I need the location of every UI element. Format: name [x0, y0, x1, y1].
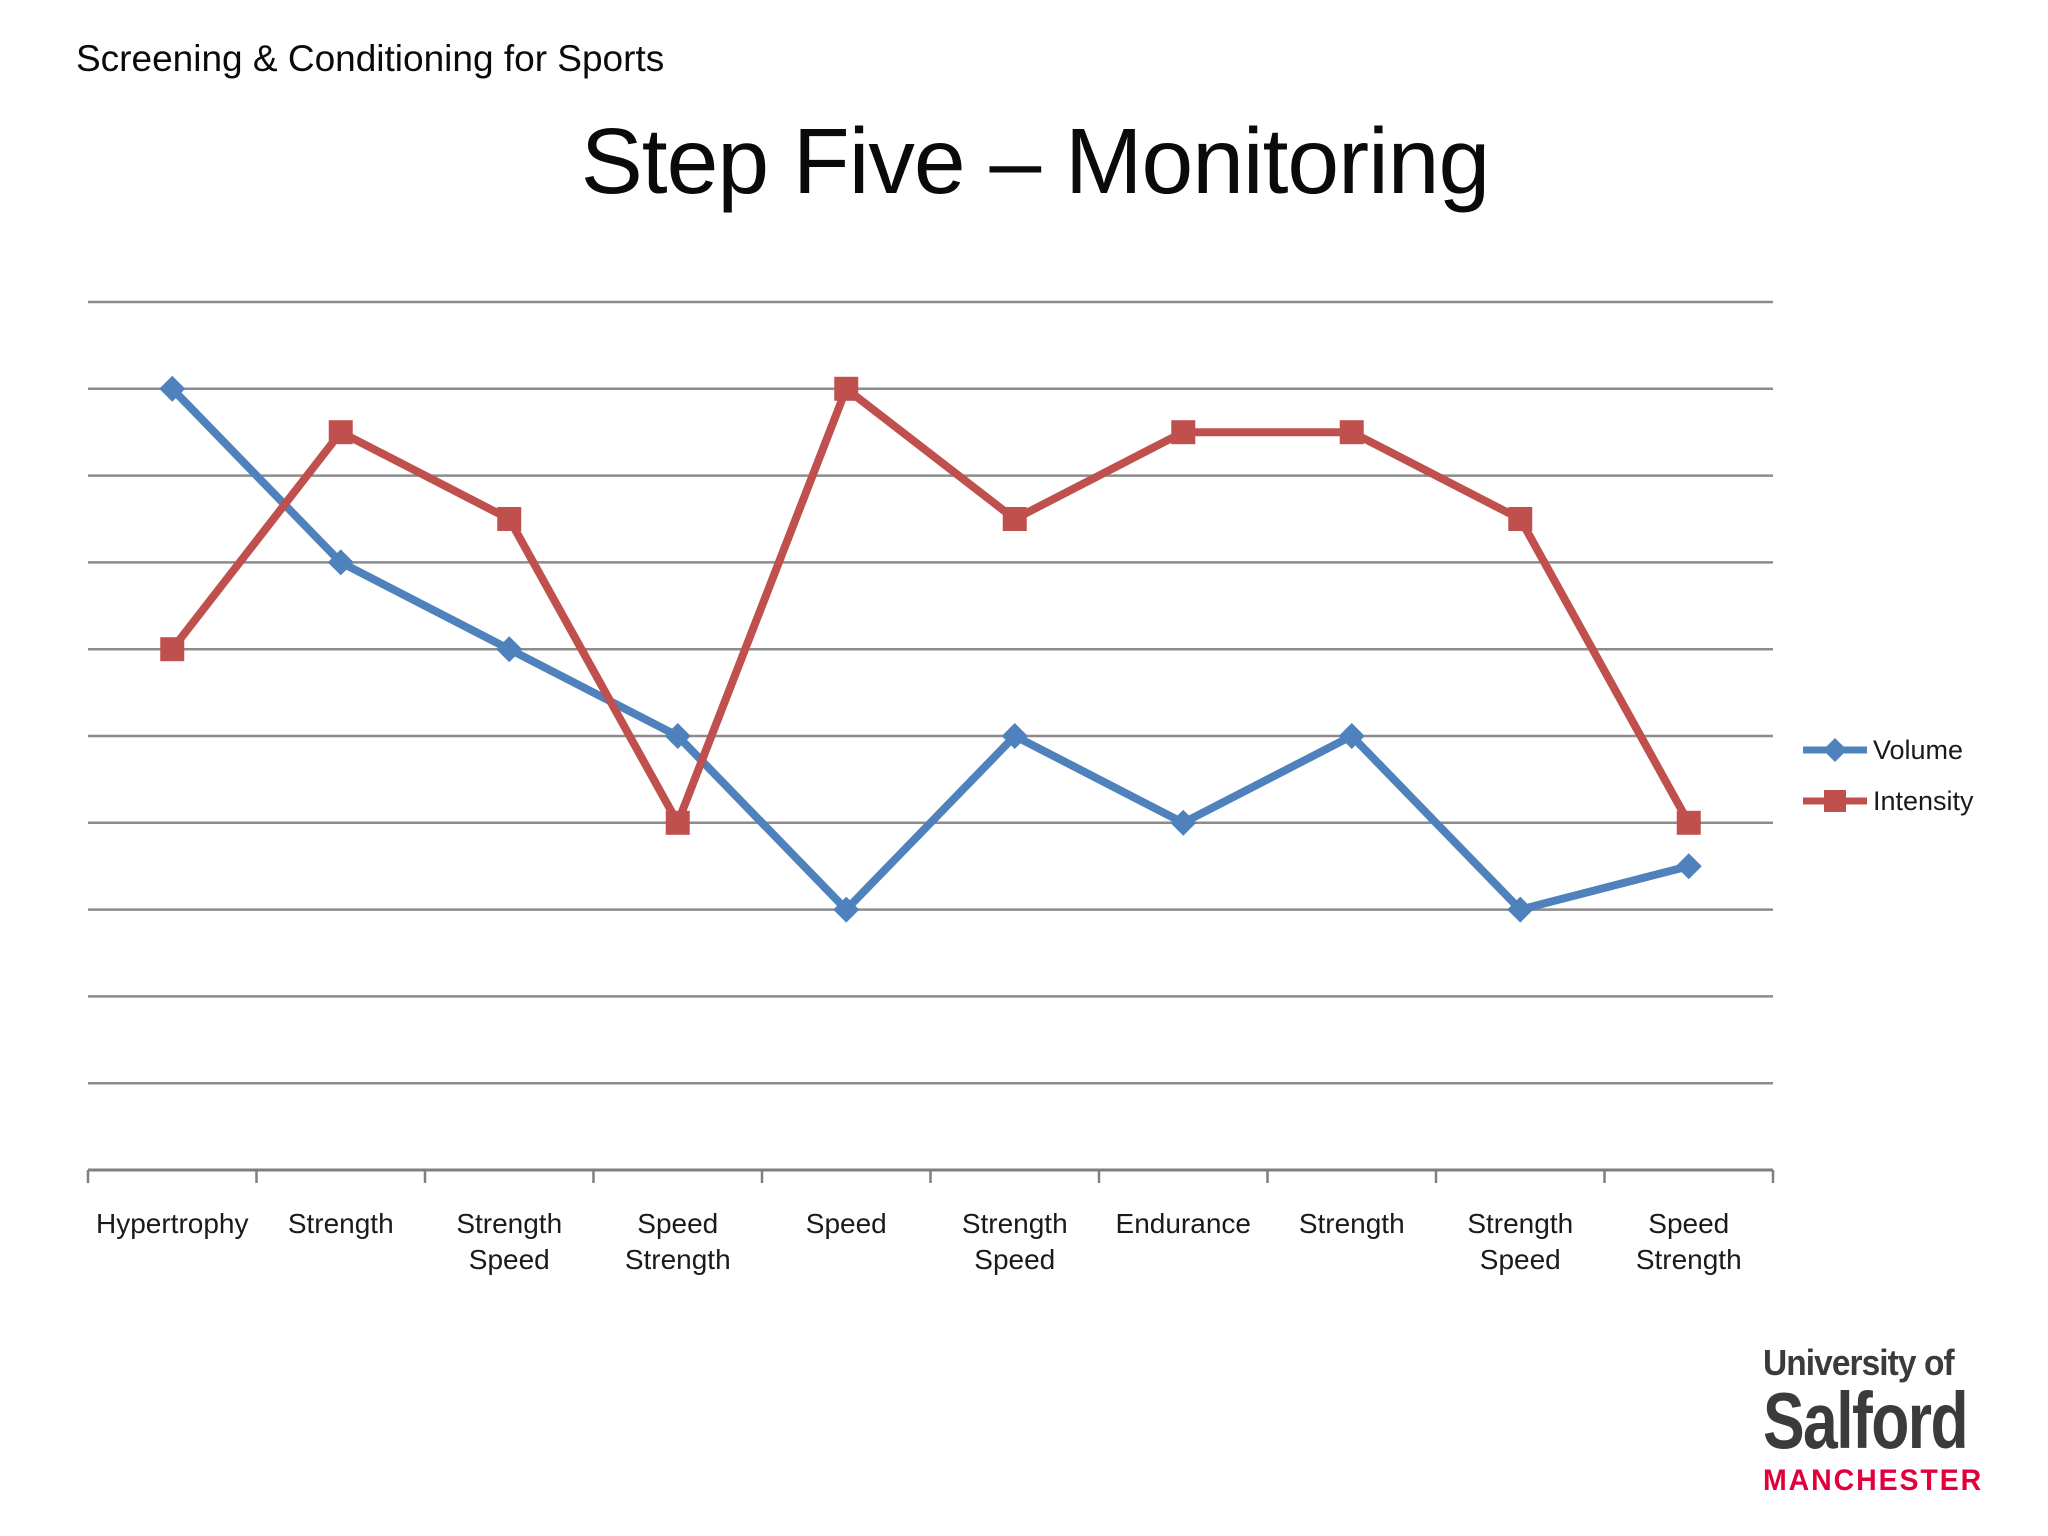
x-axis-label: Strength Speed	[961, 1208, 1068, 1275]
data-point-square	[497, 507, 522, 531]
x-axis-label: Strength	[287, 1208, 394, 1239]
legend-intensity-marker-icon	[1802, 786, 1868, 816]
x-axis-label: Endurance	[1115, 1208, 1251, 1239]
data-point-diamond	[664, 723, 691, 749]
logo-salford: Salford	[1763, 1376, 1969, 1465]
data-point-diamond	[159, 375, 186, 402]
legend-intensity-label: Intensity	[1873, 785, 1974, 816]
x-axis-label: Strength	[1298, 1208, 1405, 1239]
data-point-diamond	[327, 549, 354, 576]
salford-logo: University of Salford MANCHESTER	[1763, 1342, 2023, 1498]
data-point-diamond	[1338, 723, 1365, 749]
x-axis-label: Speed Strength	[1635, 1208, 1742, 1275]
data-point-diamond	[1675, 853, 1702, 880]
x-axis-label: Speed	[805, 1208, 887, 1239]
data-point-diamond	[1170, 809, 1197, 836]
logo-manchester: MANCHESTER	[1763, 1464, 1984, 1497]
series-line-volume	[169, 386, 1690, 916]
data-point-square	[1676, 810, 1701, 835]
legend-item-intensity: Intensity	[1802, 786, 1974, 816]
data-point-square	[1339, 420, 1364, 445]
data-point-square	[160, 637, 185, 662]
x-axis-label: Speed Strength	[624, 1208, 731, 1275]
x-axis-label: Strength Speed	[1467, 1208, 1574, 1275]
series-line-intensity	[169, 382, 1693, 833]
data-point-square	[665, 810, 690, 835]
data-point-diamond	[1001, 723, 1028, 749]
data-point-square	[328, 420, 353, 445]
legend-volume-marker-icon	[1802, 735, 1868, 765]
data-point-square	[1508, 507, 1533, 531]
logo-university-of: University of	[1763, 1342, 1955, 1383]
data-point-diamond	[1507, 896, 1534, 923]
data-point-diamond	[496, 636, 523, 663]
slide-header-text: Screening & Conditioning for Sports	[76, 38, 665, 79]
data-point-square	[1171, 420, 1196, 445]
legend-item-volume: Volume	[1802, 735, 1974, 765]
page-title: Step Five – Monitoring	[580, 109, 1490, 213]
x-axis-label: Strength Speed	[456, 1208, 563, 1275]
data-point-square	[834, 376, 859, 401]
data-point-diamond	[833, 896, 860, 923]
legend: Volume Intensity	[1802, 735, 1974, 816]
data-point-square	[1002, 507, 1027, 531]
x-axis-label: Hypertrophy	[95, 1208, 249, 1239]
legend-volume-label: Volume	[1873, 734, 1964, 765]
